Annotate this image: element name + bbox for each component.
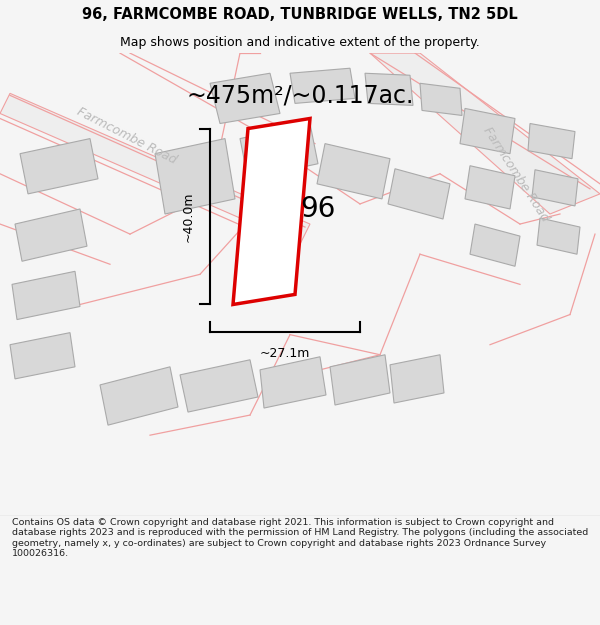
Polygon shape	[210, 73, 280, 124]
Polygon shape	[390, 355, 444, 403]
Polygon shape	[365, 73, 413, 106]
Text: Farmcombe Road: Farmcombe Road	[75, 105, 179, 166]
Polygon shape	[370, 53, 600, 214]
Text: Map shows position and indicative extent of the property.: Map shows position and indicative extent…	[120, 36, 480, 49]
Polygon shape	[20, 139, 98, 194]
Polygon shape	[532, 170, 578, 206]
Text: Farmcombe Road: Farmcombe Road	[480, 124, 551, 224]
Polygon shape	[155, 139, 235, 214]
Text: 96, FARMCOMBE ROAD, TUNBRIDGE WELLS, TN2 5DL: 96, FARMCOMBE ROAD, TUNBRIDGE WELLS, TN2…	[82, 8, 518, 22]
Polygon shape	[233, 119, 310, 304]
Polygon shape	[100, 367, 178, 425]
Polygon shape	[10, 332, 75, 379]
Polygon shape	[317, 144, 390, 199]
Polygon shape	[260, 357, 326, 408]
Polygon shape	[15, 209, 87, 261]
Polygon shape	[12, 271, 80, 319]
Polygon shape	[240, 124, 318, 179]
Polygon shape	[470, 224, 520, 266]
Polygon shape	[180, 360, 258, 412]
Text: ~40.0m: ~40.0m	[182, 191, 194, 242]
Polygon shape	[537, 218, 580, 254]
Polygon shape	[420, 83, 462, 116]
Polygon shape	[465, 166, 515, 209]
Text: 96: 96	[301, 195, 335, 223]
Text: ~475m²/~0.117ac.: ~475m²/~0.117ac.	[187, 83, 413, 107]
Text: ~27.1m: ~27.1m	[260, 348, 310, 360]
Polygon shape	[0, 93, 310, 244]
Polygon shape	[388, 169, 450, 219]
Polygon shape	[330, 355, 390, 405]
Text: Contains OS data © Crown copyright and database right 2021. This information is : Contains OS data © Crown copyright and d…	[12, 518, 588, 558]
Polygon shape	[528, 124, 575, 159]
Polygon shape	[460, 108, 515, 154]
Polygon shape	[290, 68, 355, 103]
